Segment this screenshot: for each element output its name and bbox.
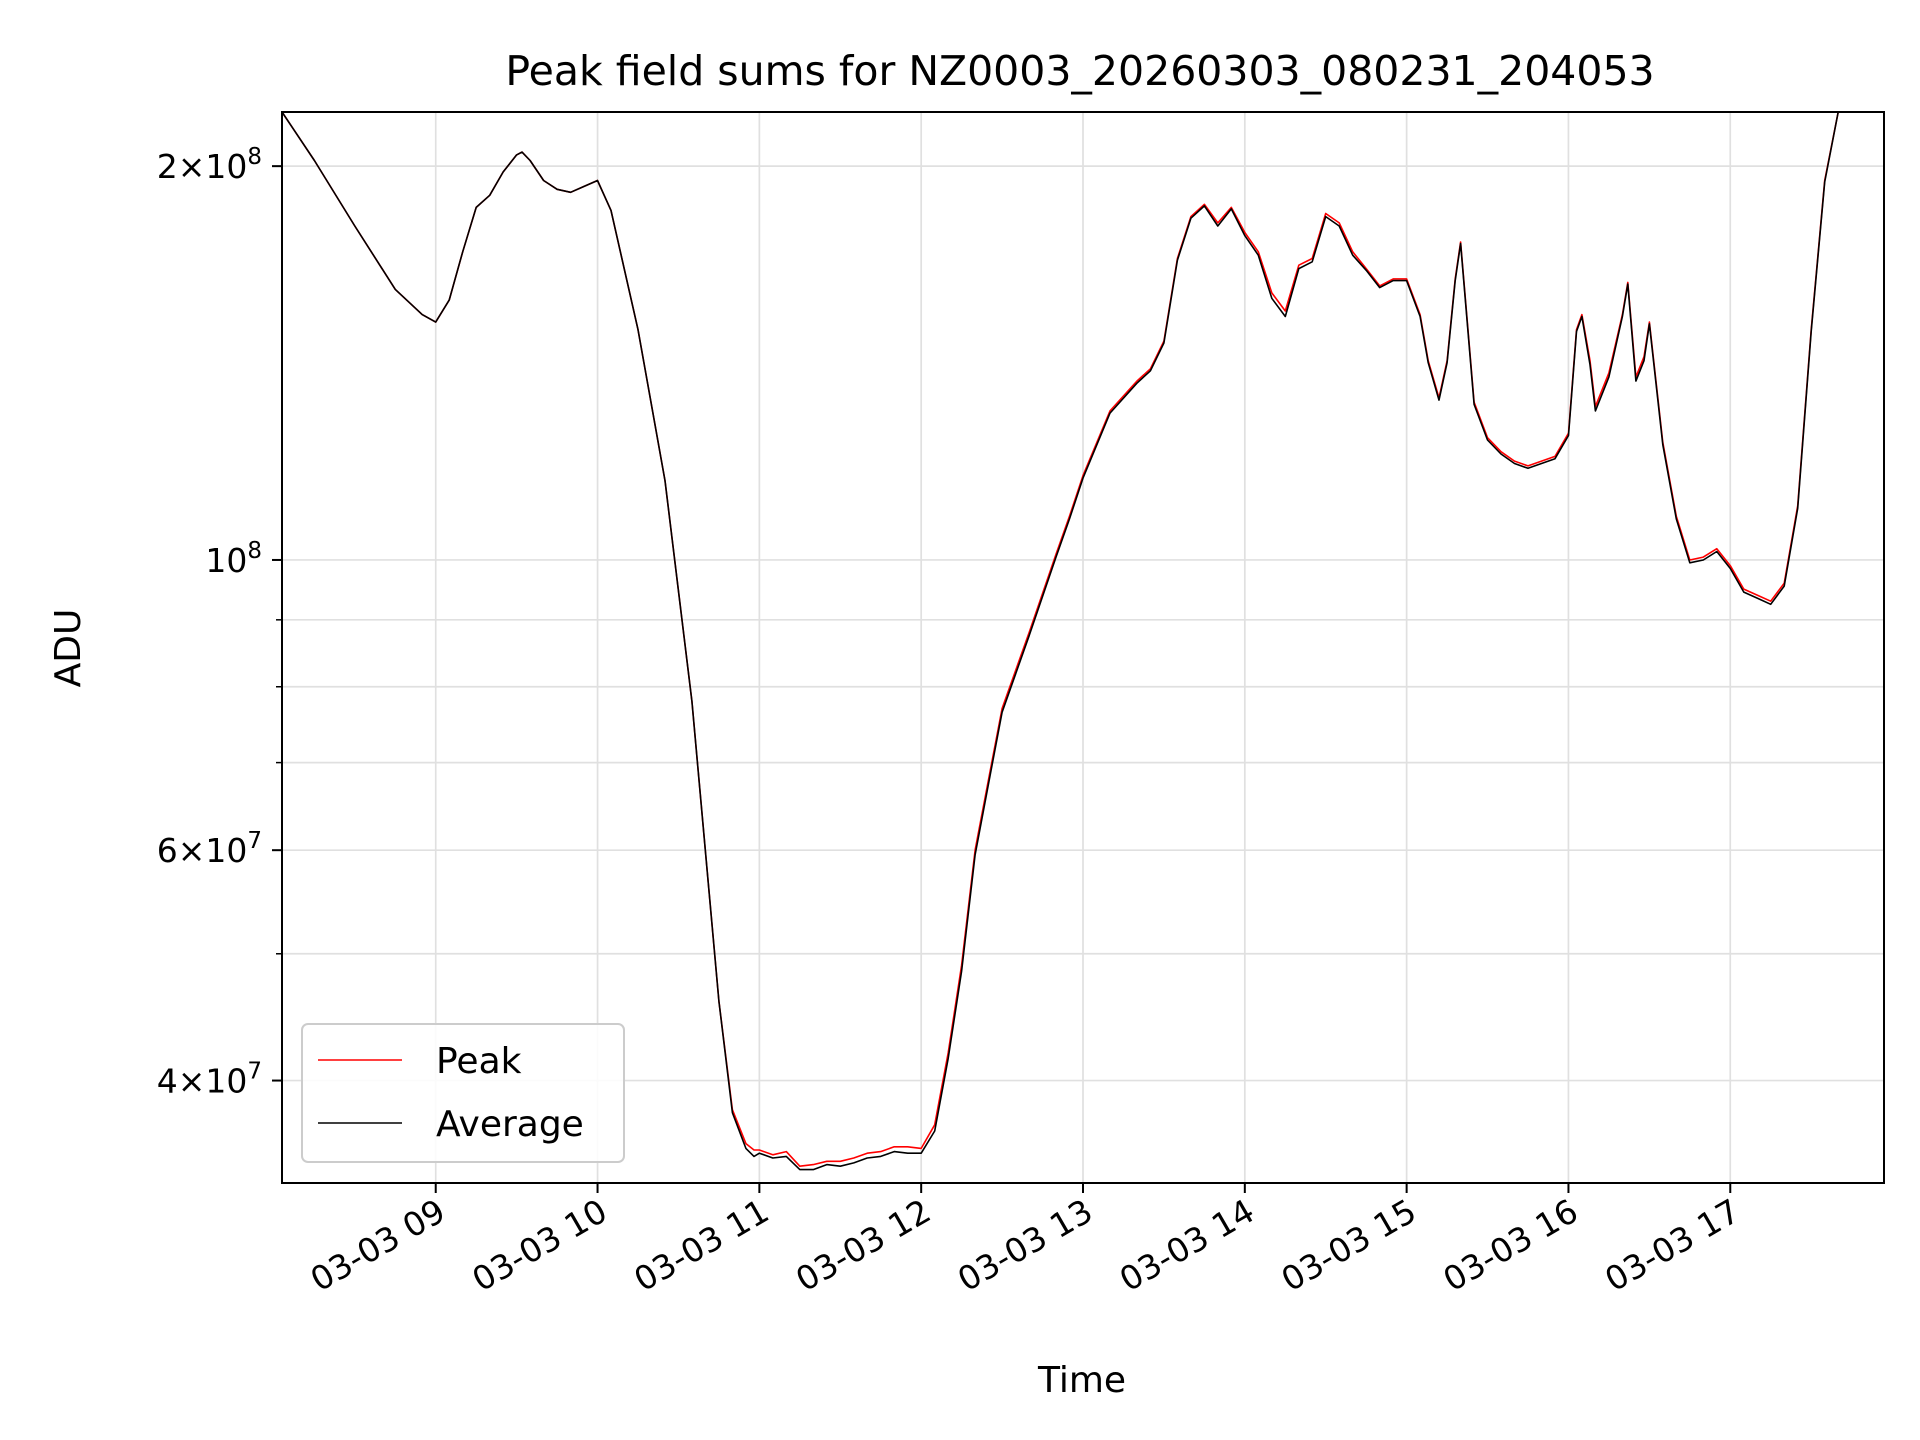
x-tick-label-7: 03-03 16 [1436,1191,1584,1299]
legend-label-average: Average [436,1104,584,1145]
y-tick-label-3: 2×108 [157,144,262,186]
series-lines [281,111,1884,1171]
series-line-average [281,111,1884,1171]
x-tick-label-0: 03-03 09 [304,1191,452,1299]
y-tick-label-0: 4×107 [157,1059,262,1101]
x-tick-label-6: 03-03 15 [1275,1191,1423,1299]
x-tick-label-3: 03-03 12 [789,1191,937,1299]
x-axis: 03-03 09 03-03 10 03-03 11 03-03 12 03-03 13… [304,1183,1746,1299]
y-axis-label: ADU [48,609,89,688]
legend-label-peak: Peak [436,1041,522,1082]
x-tick-label-1: 03-03 10 [466,1191,614,1299]
y-axis: 4×107 6×107 108 2×108 [157,144,282,1101]
x-axis-label: Time [1037,1360,1126,1401]
legend: Peak Average [301,1023,625,1163]
x-tick-label-2: 03-03 11 [627,1191,775,1299]
y-tick-label-2: 108 [205,538,262,580]
x-tick-label-8: 03-03 17 [1598,1191,1746,1299]
x-tick-label-4: 03-03 13 [951,1191,1099,1299]
x-tick-label-5: 03-03 14 [1113,1191,1261,1299]
legend-box [301,1023,625,1163]
chart-title: Peak field sums for NZ0003_20260303_0802… [505,47,1654,95]
y-tick-label-1: 6×107 [157,828,262,870]
gridlines [282,112,1884,1183]
